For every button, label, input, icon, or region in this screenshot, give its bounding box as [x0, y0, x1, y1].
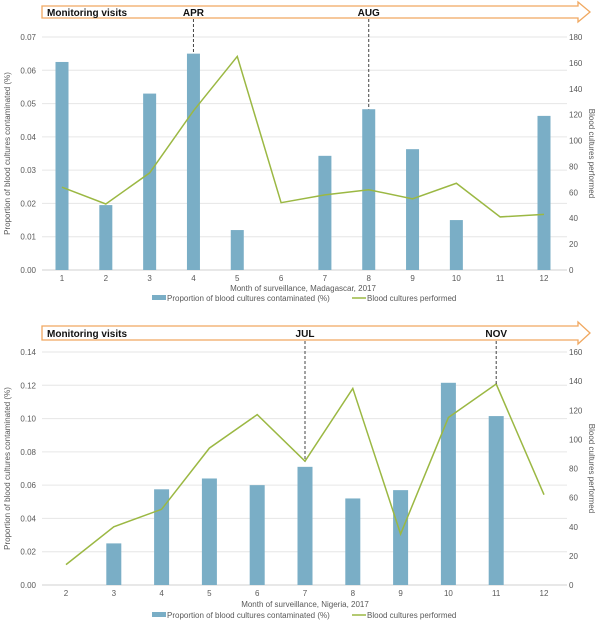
x-tick-label: 3: [147, 274, 152, 283]
y2-tick-label: 160: [569, 59, 583, 68]
legend-line-label: Blood cultures performed: [367, 294, 456, 303]
y2-tick-label: 60: [569, 494, 578, 503]
y2-tick-label: 60: [569, 188, 578, 197]
y-tick-label: 0.06: [20, 66, 36, 75]
y-tick-label: 0.04: [20, 514, 36, 523]
legend: Proportion of blood cultures contaminate…: [152, 611, 456, 620]
legend-line-label: Blood cultures performed: [367, 611, 456, 620]
legend-bar-swatch: [152, 295, 166, 300]
y-axis-title: Proportion of blood cultures contaminate…: [3, 72, 12, 235]
x-axis-title: Month of surveillance, Madagascar, 2017: [230, 284, 376, 293]
x-tick-label: 7: [323, 274, 328, 283]
x-tick-label: 1: [60, 274, 65, 283]
y-tick-label: 0.14: [20, 348, 36, 357]
x-tick-label: 4: [159, 589, 164, 598]
y-tick-label: 0.02: [20, 548, 36, 557]
visit-label: AUG: [358, 8, 380, 19]
y2-tick-label: 160: [569, 348, 583, 357]
banner-label: Monitoring visits: [47, 8, 127, 19]
y-tick-label: 0.06: [20, 481, 36, 490]
bar: [231, 230, 244, 270]
x-axis-title: Month of surveillance, Nigeria, 2017: [241, 600, 369, 609]
y2-tick-label: 20: [569, 240, 578, 249]
x-tick-label: 7: [303, 589, 308, 598]
y2-tick-label: 120: [569, 111, 583, 120]
y2-tick-label: 40: [569, 214, 578, 223]
x-tick-label: 6: [279, 274, 284, 283]
bar: [187, 54, 200, 270]
y2-tick-label: 0: [569, 266, 574, 275]
legend-bar-label: Proportion of blood cultures contaminate…: [167, 294, 330, 303]
bar: [393, 490, 408, 585]
bar: [202, 478, 217, 585]
y2-tick-label: 100: [569, 435, 583, 444]
banner-label: Monitoring visits: [47, 329, 127, 340]
y2-tick-label: 140: [569, 85, 583, 94]
x-tick-label: 10: [444, 589, 453, 598]
legend-bar-label: Proportion of blood cultures contaminate…: [167, 611, 330, 620]
bar: [56, 62, 69, 270]
x-tick-label: 6: [255, 589, 260, 598]
legend: Proportion of blood cultures contaminate…: [152, 294, 456, 303]
x-tick-label: 11: [496, 274, 505, 283]
x-tick-label: 12: [540, 274, 549, 283]
y-tick-label: 0.00: [20, 581, 36, 590]
bar: [298, 467, 313, 585]
x-tick-label: 5: [235, 274, 240, 283]
y2-tick-label: 20: [569, 552, 578, 561]
visit-label: APR: [183, 8, 205, 19]
x-tick-label: 9: [398, 589, 403, 598]
x-tick-label: 5: [207, 589, 212, 598]
y-tick-label: 0.12: [20, 381, 36, 390]
x-tick-label: 11: [492, 589, 501, 598]
x-tick-label: 9: [410, 274, 415, 283]
visit-label: NOV: [485, 329, 507, 340]
x-tick-label: 8: [367, 274, 372, 283]
bar: [489, 416, 504, 585]
y-tick-label: 0.10: [20, 415, 36, 424]
y2-tick-label: 80: [569, 162, 578, 171]
bar: [406, 149, 419, 270]
y2-tick-label: 40: [569, 523, 578, 532]
x-tick-label: 8: [351, 589, 356, 598]
y-tick-label: 0.03: [20, 166, 36, 175]
y-tick-label: 0.00: [20, 266, 36, 275]
bar: [345, 498, 360, 585]
y2-tick-label: 120: [569, 406, 583, 415]
x-tick-label: 4: [191, 274, 196, 283]
y-tick-label: 0.02: [20, 199, 36, 208]
bar: [250, 485, 265, 585]
chart-2: 0.00 0.02 0.04 0.06 0.08 0.10 0.12 0.14 0 20 40 60 8…: [3, 322, 596, 620]
legend-bar-swatch: [152, 612, 166, 617]
y-tick-label: 0.01: [20, 233, 36, 242]
y2-axis-title: Blood cultures performed: [587, 424, 596, 513]
visit-label: JUL: [296, 329, 315, 340]
bar: [318, 156, 331, 270]
bar: [450, 220, 463, 270]
y2-tick-label: 80: [569, 465, 578, 474]
y2-tick-label: 180: [569, 33, 583, 42]
y-tick-label: 0.08: [20, 448, 36, 457]
x-tick-label: 3: [112, 589, 117, 598]
bar: [538, 116, 551, 270]
bar: [99, 205, 112, 270]
y-axis-title: Proportion of blood cultures contaminate…: [3, 387, 12, 550]
y-tick-label: 0.07: [20, 33, 36, 42]
x-tick-label: 2: [64, 589, 69, 598]
y2-tick-label: 100: [569, 137, 583, 146]
y2-axis-title: Blood cultures performed: [587, 109, 596, 198]
y2-tick-label: 140: [569, 377, 583, 386]
bar: [143, 94, 156, 270]
y-tick-label: 0.04: [20, 133, 36, 142]
x-tick-label: 2: [104, 274, 109, 283]
bar: [106, 543, 121, 585]
x-tick-label: 10: [452, 274, 461, 283]
x-tick-label: 12: [540, 589, 549, 598]
y2-tick-label: 0: [569, 581, 574, 590]
chart-1: 0.00 0.01 0.02 0.03 0.04 0.05 0.06 0.07 0 20 40 60 8…: [3, 2, 596, 303]
y-tick-label: 0.05: [20, 100, 36, 109]
